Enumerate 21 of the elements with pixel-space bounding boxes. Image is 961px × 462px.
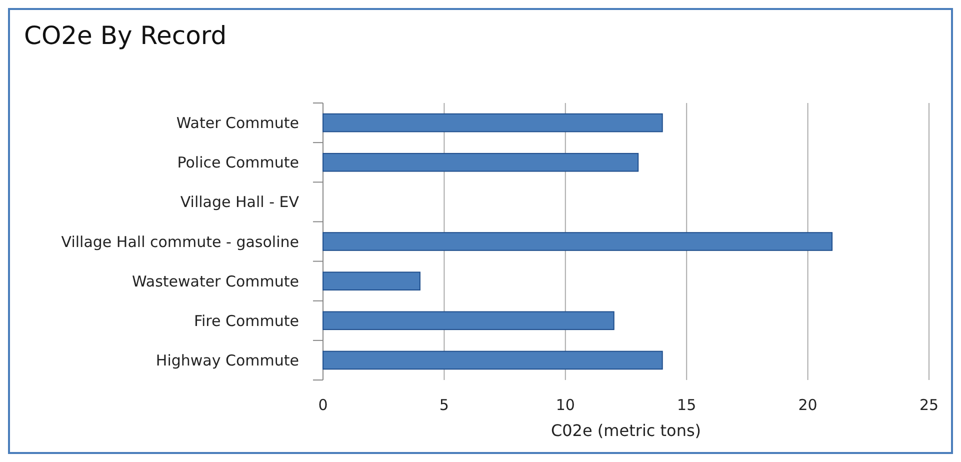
x-tick-label: 10 [556, 396, 575, 414]
y-tick-label: Village Hall - EV [180, 193, 300, 212]
y-tick-label: Village Hall commute - gasoline [61, 232, 299, 251]
x-tick-label: 20 [798, 396, 818, 414]
x-tick-label: 5 [439, 396, 449, 414]
y-tick-label: Police Commute [177, 154, 299, 172]
y-tick-label: Water Commute [176, 114, 299, 132]
y-tick-label: Wastewater Commute [132, 272, 299, 290]
bar [322, 350, 663, 370]
x-tick-label: 15 [677, 396, 696, 414]
x-axis-title: C02e (metric tons) [550, 421, 702, 440]
x-tick-label: 25 [919, 396, 939, 414]
bar [322, 272, 420, 290]
bar [322, 152, 639, 172]
bar [322, 232, 833, 251]
bar [322, 113, 663, 132]
x-tick-label: 0 [318, 396, 328, 414]
bar [322, 311, 614, 330]
y-tick-label: Fire Commute [194, 312, 299, 330]
y-tick-label: Highway Commute [156, 351, 299, 370]
chart-title: CO2e By Record [24, 21, 227, 50]
